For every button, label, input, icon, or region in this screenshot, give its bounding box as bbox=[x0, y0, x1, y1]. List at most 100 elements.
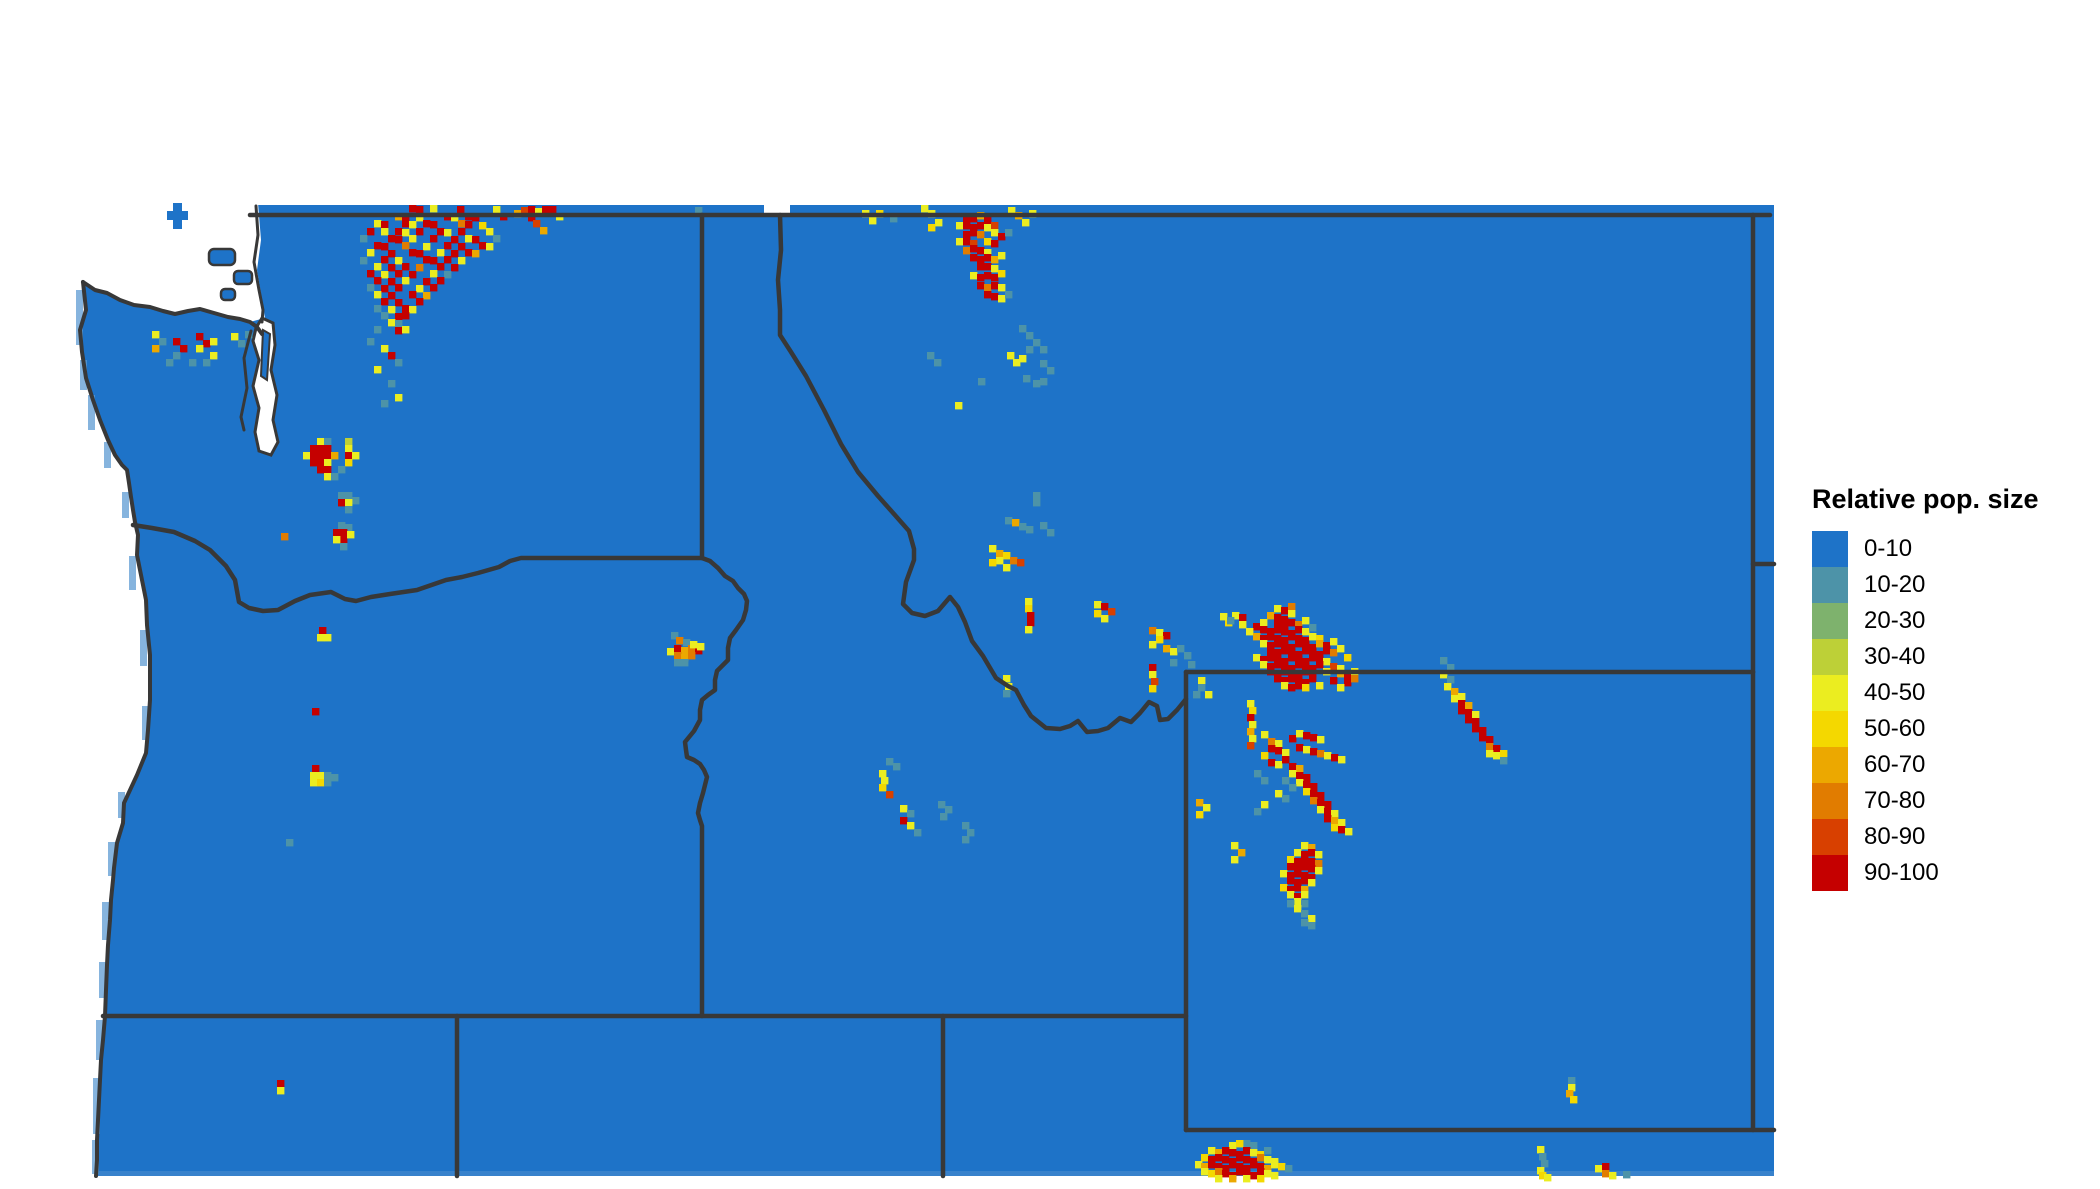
raster-cell bbox=[345, 506, 353, 514]
raster-cell bbox=[1324, 801, 1332, 809]
raster-cell bbox=[1302, 684, 1310, 692]
raster-cell bbox=[998, 270, 1006, 278]
raster-cell bbox=[381, 243, 389, 251]
raster-cell bbox=[472, 236, 480, 244]
raster-cell bbox=[991, 274, 999, 282]
raster-cell bbox=[984, 263, 992, 271]
raster-cell bbox=[970, 224, 978, 232]
raster-cell bbox=[1303, 732, 1311, 740]
raster-cell bbox=[1337, 645, 1345, 653]
raster-cell bbox=[345, 445, 353, 453]
raster-cells bbox=[152, 205, 1631, 1183]
raster-cell bbox=[1308, 844, 1316, 852]
raster-cell bbox=[465, 221, 473, 229]
raster-cell bbox=[1156, 636, 1164, 644]
raster-cell bbox=[977, 256, 985, 264]
raster-cell bbox=[493, 206, 501, 214]
raster-cell bbox=[395, 394, 403, 402]
raster-cell bbox=[984, 254, 992, 262]
raster-cell bbox=[984, 217, 992, 225]
raster-cell bbox=[528, 206, 536, 214]
raster-cell bbox=[381, 312, 389, 320]
raster-cell bbox=[1337, 665, 1345, 673]
raster-cell bbox=[1196, 811, 1204, 819]
raster-cell bbox=[1595, 1165, 1603, 1173]
raster-cell bbox=[388, 250, 396, 258]
raster-cell bbox=[1215, 1168, 1223, 1176]
raster-cell bbox=[1541, 1160, 1549, 1168]
raster-cell bbox=[1440, 657, 1448, 665]
raster-cell bbox=[1205, 691, 1213, 699]
raster-cell bbox=[1253, 623, 1261, 631]
raster-cell bbox=[1289, 763, 1297, 771]
raster-cell bbox=[395, 299, 403, 307]
raster-cell bbox=[458, 243, 466, 251]
raster-cell bbox=[1040, 378, 1048, 386]
raster-cell bbox=[340, 536, 348, 544]
legend-swatch bbox=[1812, 639, 1848, 675]
raster-cell bbox=[991, 293, 999, 301]
raster-cell bbox=[1296, 779, 1304, 787]
raster-cell bbox=[1493, 752, 1501, 760]
raster-cell bbox=[352, 497, 360, 505]
raster-cell bbox=[1023, 375, 1031, 383]
raster-cell bbox=[479, 242, 487, 250]
raster-cell bbox=[416, 228, 424, 236]
raster-cell bbox=[1019, 355, 1027, 363]
raster-cell bbox=[1287, 856, 1295, 864]
raster-cell bbox=[1229, 1175, 1237, 1183]
raster-cell bbox=[1289, 735, 1297, 743]
raster-cell bbox=[1156, 629, 1164, 637]
raster-cell bbox=[402, 326, 410, 334]
raster-cell bbox=[1033, 339, 1041, 347]
raster-cell bbox=[1602, 1170, 1610, 1178]
raster-cell bbox=[1274, 635, 1282, 643]
coast-pacific bbox=[78, 280, 152, 1178]
raster-cell bbox=[493, 235, 501, 243]
raster-island-fragment bbox=[167, 203, 188, 229]
raster-cell bbox=[152, 331, 160, 339]
raster-cell bbox=[1149, 671, 1157, 679]
raster-cell bbox=[970, 272, 978, 280]
raster-cell bbox=[1198, 677, 1206, 685]
raster-cell bbox=[1250, 1161, 1258, 1169]
island-group bbox=[207, 247, 272, 382]
raster-cell bbox=[1302, 628, 1310, 636]
raster-cell bbox=[1208, 1156, 1216, 1164]
raster-cell bbox=[977, 231, 985, 239]
raster-cell bbox=[681, 647, 689, 655]
raster-cell bbox=[1227, 617, 1235, 625]
raster-cell bbox=[1310, 734, 1318, 742]
strait-water bbox=[80, 203, 265, 322]
raster-cell bbox=[1236, 1154, 1244, 1162]
raster-cell bbox=[1337, 684, 1345, 692]
raster-cell bbox=[472, 250, 480, 258]
raster-cell bbox=[1208, 1170, 1216, 1178]
raster-cell bbox=[317, 445, 325, 453]
raster-cell bbox=[340, 529, 348, 537]
raster-cell bbox=[1486, 736, 1494, 744]
raster-cell bbox=[1500, 750, 1508, 758]
raster-cell bbox=[955, 402, 963, 410]
raster-cell bbox=[345, 438, 353, 446]
raster-cell bbox=[1301, 919, 1309, 927]
raster-cell bbox=[203, 359, 211, 367]
raster-cell bbox=[1303, 746, 1311, 754]
legend-label: 90-100 bbox=[1864, 859, 1939, 886]
raster-cell bbox=[1338, 819, 1346, 827]
raster-cell bbox=[486, 228, 494, 236]
raster-cell bbox=[1010, 557, 1018, 565]
raster-cell bbox=[331, 452, 339, 460]
raster-cell bbox=[1316, 635, 1324, 643]
raster-cell bbox=[345, 459, 353, 467]
raster-cell bbox=[1301, 856, 1309, 864]
raster-cell bbox=[1198, 684, 1206, 692]
legend: Relative pop. size 0-10 10-20 20-30 30-40 40… bbox=[1812, 484, 2039, 891]
legend-label: 20-30 bbox=[1864, 607, 1926, 634]
raster-cell bbox=[890, 215, 898, 223]
raster-cell bbox=[1232, 612, 1240, 620]
raster-cell bbox=[324, 466, 332, 474]
raster-cell bbox=[1193, 691, 1201, 699]
raster-cell bbox=[1323, 642, 1331, 650]
